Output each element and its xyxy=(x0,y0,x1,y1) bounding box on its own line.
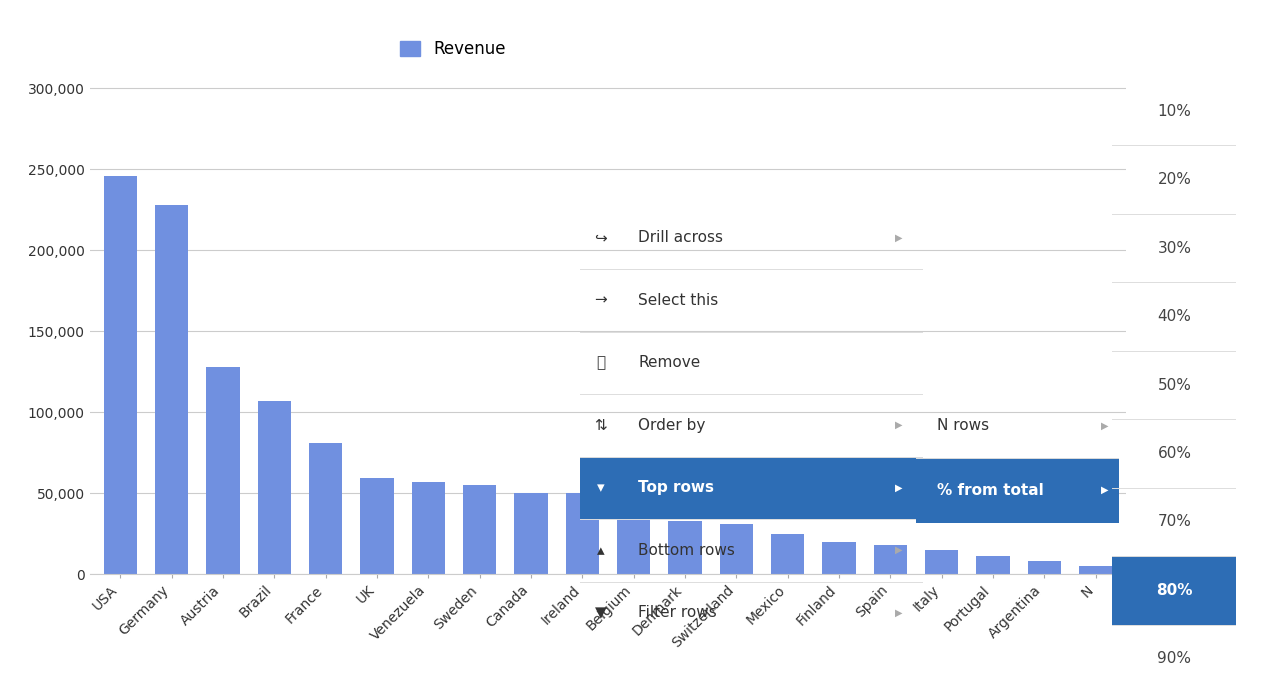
Bar xyxy=(308,443,342,574)
Bar xyxy=(1079,566,1112,574)
Text: ▶: ▶ xyxy=(895,232,902,243)
Text: 90%: 90% xyxy=(1157,651,1192,666)
Text: % from total: % from total xyxy=(937,482,1043,498)
Text: ▾: ▾ xyxy=(596,480,604,496)
Bar xyxy=(104,176,137,574)
Text: 40%: 40% xyxy=(1157,309,1192,324)
Text: Top rows: Top rows xyxy=(639,480,714,496)
Text: 70%: 70% xyxy=(1157,514,1192,529)
Bar xyxy=(155,205,188,574)
FancyBboxPatch shape xyxy=(1112,556,1236,624)
Bar xyxy=(1028,561,1061,574)
Bar xyxy=(515,493,548,574)
Text: ↪: ↪ xyxy=(594,230,607,245)
Text: 80%: 80% xyxy=(1156,583,1193,598)
Text: 20%: 20% xyxy=(1157,172,1192,187)
Bar xyxy=(412,482,445,574)
Text: ▶: ▶ xyxy=(895,420,902,430)
Text: 🗑: 🗑 xyxy=(596,356,605,370)
Text: ▶: ▶ xyxy=(895,608,902,618)
Text: 50%: 50% xyxy=(1157,377,1192,393)
Text: Order by: Order by xyxy=(639,418,705,433)
Text: N rows: N rows xyxy=(937,418,989,433)
Text: Filter rows: Filter rows xyxy=(639,606,717,620)
Bar xyxy=(874,545,908,574)
Text: ▶: ▶ xyxy=(895,483,902,493)
Text: ▶: ▶ xyxy=(895,545,902,555)
Bar xyxy=(257,401,291,574)
Bar xyxy=(361,479,394,574)
Text: ▶: ▶ xyxy=(1101,485,1108,495)
Text: ▶: ▶ xyxy=(1101,421,1108,430)
Text: →: → xyxy=(594,293,607,308)
Text: 10%: 10% xyxy=(1157,104,1192,119)
Bar xyxy=(566,493,599,574)
Text: ▼: ▼ xyxy=(594,606,607,620)
Text: 60%: 60% xyxy=(1157,446,1192,461)
Text: Select this: Select this xyxy=(639,293,718,308)
Text: ⇅: ⇅ xyxy=(594,418,607,433)
Text: Drill across: Drill across xyxy=(639,230,723,245)
Text: Remove: Remove xyxy=(639,356,700,370)
Bar xyxy=(206,367,239,574)
Bar xyxy=(977,556,1010,574)
Bar xyxy=(668,521,701,574)
FancyBboxPatch shape xyxy=(916,458,1119,522)
Text: Bottom rows: Bottom rows xyxy=(639,542,735,558)
Bar xyxy=(925,550,959,574)
Legend: Revenue: Revenue xyxy=(393,34,512,64)
Bar xyxy=(719,524,753,574)
Text: ▴: ▴ xyxy=(596,542,604,558)
Text: 30%: 30% xyxy=(1157,241,1192,256)
FancyBboxPatch shape xyxy=(580,456,923,519)
Bar xyxy=(822,542,855,574)
Bar xyxy=(617,519,650,574)
Bar xyxy=(463,485,497,574)
Bar xyxy=(771,533,804,574)
